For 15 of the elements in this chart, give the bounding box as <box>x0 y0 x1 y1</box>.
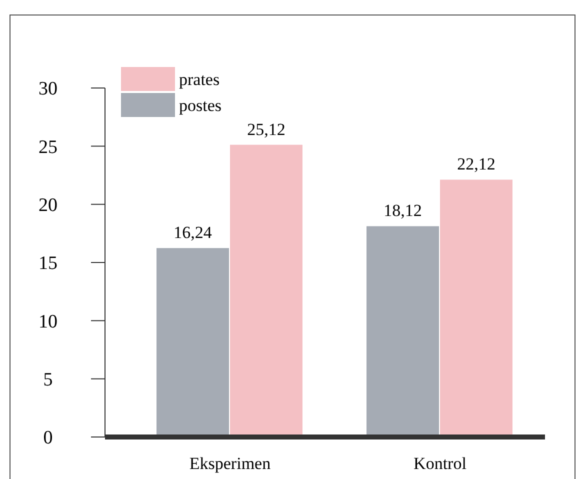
legend-label: postes <box>179 96 222 115</box>
y-tick-label: 5 <box>43 369 53 390</box>
y-tick-label: 25 <box>38 136 58 158</box>
data-label: 25,12 <box>247 120 286 139</box>
legend-label: prates <box>179 70 220 89</box>
y-tick-label: 15 <box>38 253 58 274</box>
y-tick-label: 30 <box>38 78 58 100</box>
data-label: 22,12 <box>457 154 496 174</box>
data-label: 16,24 <box>174 223 212 242</box>
y-tick-label: 0 <box>43 428 53 449</box>
y-tick-label: 20 <box>38 194 58 216</box>
x-tick-label: Kontrol <box>414 454 467 473</box>
data-label: 18,12 <box>384 201 422 220</box>
x-tick-label: Eksperimen <box>189 454 272 473</box>
y-tick-label: 10 <box>38 311 58 332</box>
